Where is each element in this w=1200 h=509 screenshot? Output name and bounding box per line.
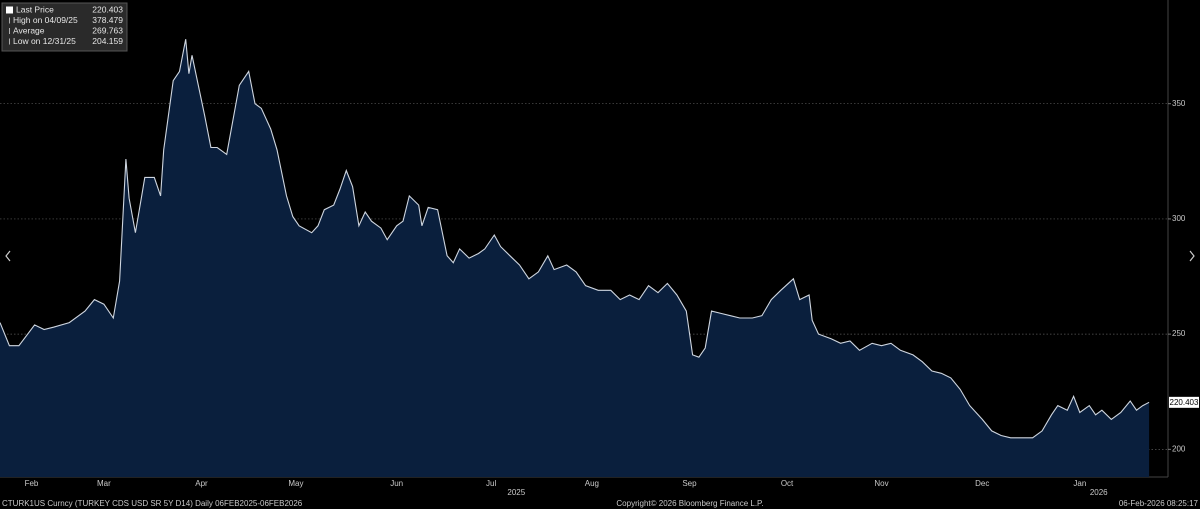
y-tick-label: 350 xyxy=(1172,99,1186,108)
legend-value: 204.159 xyxy=(92,36,123,46)
legend-value: 269.763 xyxy=(92,25,123,35)
nav-left[interactable] xyxy=(5,250,11,262)
last-price-box xyxy=(1169,396,1199,408)
nav-right[interactable] xyxy=(1189,250,1195,262)
x-tick-label: Mar xyxy=(97,479,111,488)
legend-label: Average xyxy=(13,25,45,35)
y-tick-label: 300 xyxy=(1172,214,1186,223)
price-line xyxy=(0,39,1150,439)
last-price-tag: 220.403 xyxy=(1169,396,1199,408)
x-tick-label: Jan xyxy=(1073,479,1086,488)
x-tick-label: Apr xyxy=(195,479,208,488)
legend-box xyxy=(1,2,128,52)
footer-left: CTURK1US Curncy (TURKEY CDS USD SR 5Y D1… xyxy=(2,499,303,508)
legend-label: Last Price xyxy=(16,4,54,14)
x-tick-label: Sep xyxy=(682,479,697,488)
x-tick-label: Aug xyxy=(585,479,599,488)
x-tick-label: Oct xyxy=(781,479,794,488)
legend-label: Low on 12/31/25 xyxy=(13,36,76,46)
x-tick-label: Nov xyxy=(874,479,888,488)
area-fill xyxy=(0,39,1150,477)
x-tick-label: May xyxy=(288,479,303,488)
legend: Last Price 220.403 High on 04/09/25 378.479… xyxy=(1,2,128,52)
x-tick-label: Jul xyxy=(486,479,496,488)
year-label: 2026 xyxy=(1090,488,1108,497)
x-tick-label: Feb xyxy=(25,479,39,488)
footer-right: 06-Feb-2026 08:25:17 xyxy=(1119,499,1199,508)
year-label: 2025 xyxy=(507,488,525,497)
x-tick-label: Jun xyxy=(390,479,403,488)
y-tick-label: 250 xyxy=(1172,329,1186,338)
x-tick-label: Dec xyxy=(975,479,989,488)
legend-value: 378.479 xyxy=(92,15,123,25)
y-tick-label: 200 xyxy=(1172,444,1186,453)
footer-center: Copyright© 2026 Bloomberg Finance L.P. xyxy=(616,499,763,508)
legend-swatch xyxy=(6,6,13,14)
legend-label: High on 04/09/25 xyxy=(13,15,78,25)
last-price-label: 220.403 xyxy=(1170,398,1199,407)
plot-area xyxy=(0,39,1168,477)
legend-value: 220.403 xyxy=(92,4,123,14)
